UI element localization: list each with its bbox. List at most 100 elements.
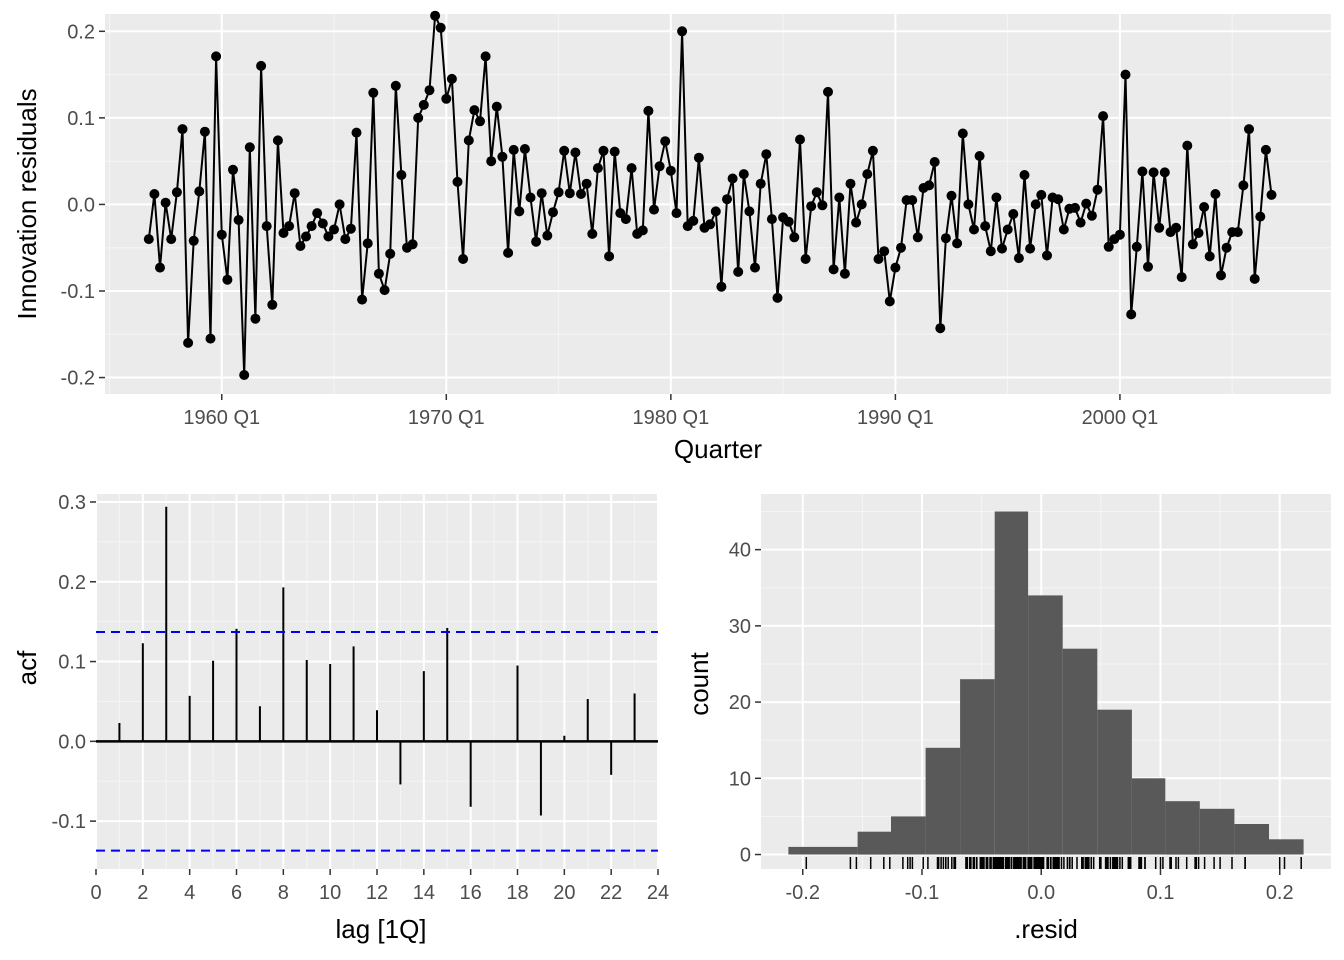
histogram-bar [1234, 824, 1269, 855]
acf-x-axis-title: lag [1Q] [335, 914, 426, 944]
residual-point [1255, 211, 1266, 222]
residual-point [1148, 167, 1159, 178]
histogram-bar [1269, 839, 1304, 855]
residual-point [368, 87, 379, 98]
histogram-bar [788, 846, 823, 855]
histogram-x-axis-title: .resid [1014, 914, 1078, 944]
residual-point [665, 165, 676, 176]
residual-point [1249, 273, 1260, 284]
histogram-bar [857, 831, 891, 855]
residual-point [626, 163, 637, 174]
residual-point [171, 187, 182, 198]
histogram-bar [891, 816, 926, 855]
residual-point [1025, 243, 1036, 254]
residual-point [407, 239, 418, 250]
residual-point [811, 187, 822, 198]
acf-y-tick-label: 0.2 [58, 572, 86, 594]
residual-point [435, 22, 446, 33]
residual-point [1070, 202, 1080, 213]
residual-point [519, 144, 530, 154]
histogram-y-axis-title: count [684, 651, 714, 715]
residual-point [267, 299, 278, 310]
residual-point [997, 243, 1007, 254]
residual-point [733, 266, 744, 277]
residual-point [783, 216, 794, 227]
acf-plot: 0 2 4 6 8 10 12 14 16 18 20 22 24-0.10.00.10.20.3 [52, 492, 670, 904]
residual-point [216, 229, 227, 240]
residual-point [1086, 210, 1097, 221]
hist-x-tick-label: 0.0 [1027, 882, 1055, 904]
residual-point [1216, 270, 1226, 281]
residual-point [250, 313, 261, 324]
time-y-tick-label: 0.2 [67, 21, 95, 43]
residual-point [194, 186, 205, 197]
residual-point [559, 145, 570, 156]
residual-point [738, 169, 749, 180]
residual-point [542, 230, 553, 241]
hist-x-tick-label: -0.1 [905, 882, 939, 904]
residual-point [244, 142, 255, 153]
residual-point [329, 224, 339, 235]
residual-point [570, 147, 581, 158]
residual-point [1159, 167, 1170, 178]
residual-point [592, 163, 603, 174]
acf-x-tick-label: 16 [460, 882, 482, 904]
residual-point [671, 208, 682, 219]
residual-point [205, 333, 216, 344]
residual-point [845, 178, 856, 189]
residual-point [497, 151, 508, 162]
residual-point [800, 254, 811, 264]
residual-point [795, 134, 805, 145]
residual-point [385, 248, 396, 259]
residual-point [160, 197, 171, 208]
residual-point [323, 231, 334, 242]
acf-y-axis-title: acf [12, 650, 42, 685]
residual-point [716, 281, 727, 292]
residual-point [1042, 250, 1052, 261]
residual-point [536, 188, 547, 199]
residual-point [396, 170, 407, 180]
residual-point [873, 254, 884, 264]
residual-point [1002, 224, 1013, 235]
residual-point [334, 199, 345, 210]
residual-point [548, 207, 558, 218]
residual-point [362, 238, 373, 249]
acf-x-tick-label: 2 [137, 882, 148, 904]
time-x-tick-label: 1980 Q1 [632, 407, 709, 429]
residual-point [884, 296, 895, 307]
residual-point [424, 85, 435, 96]
acf-x-tick-label: 0 [90, 882, 101, 904]
acf-y-tick-label: 0.1 [58, 652, 86, 674]
residual-point [452, 176, 463, 187]
residual-point [1176, 272, 1187, 283]
residual-point [856, 199, 867, 210]
residual-point [284, 221, 295, 232]
residual-point [755, 178, 766, 189]
residual-point [705, 219, 716, 230]
residual-point [974, 151, 985, 161]
residual-point [1182, 140, 1193, 151]
acf-x-tick-label: 10 [319, 882, 341, 904]
residual-point [817, 200, 828, 211]
residual-point [890, 262, 901, 273]
residual-point [1098, 111, 1109, 122]
residual-point [480, 51, 491, 62]
residual-point [1238, 180, 1249, 191]
residual-point [969, 224, 979, 235]
residual-point [183, 337, 194, 348]
residual-point [609, 146, 620, 157]
residual-point [1171, 222, 1182, 233]
residual-point [867, 145, 878, 156]
residual-point [985, 246, 996, 257]
residual-point [935, 323, 946, 334]
residual-point [211, 51, 222, 62]
residual-point [272, 135, 283, 146]
residual-point [1126, 309, 1137, 320]
residual-point [654, 161, 665, 172]
histogram-bar [1199, 808, 1235, 855]
residual-point [766, 214, 777, 225]
time-x-tick-label: 2000 Q1 [1082, 407, 1159, 429]
histogram-bar [1097, 709, 1132, 855]
acf-y-tick-label: 0.3 [58, 492, 86, 514]
residual-point [924, 180, 935, 191]
